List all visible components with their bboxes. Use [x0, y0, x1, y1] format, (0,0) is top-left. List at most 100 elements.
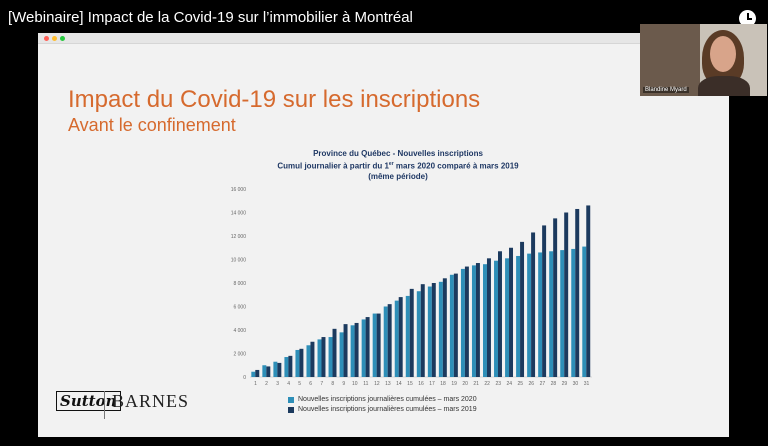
watch-later-icon[interactable] — [739, 10, 756, 27]
bar-2019-day-10 — [354, 322, 359, 377]
bar-2019-day-29 — [564, 212, 569, 377]
logo-divider — [104, 391, 105, 419]
x-tick-label: 17 — [429, 381, 435, 387]
bar-2019-day-23 — [498, 251, 502, 377]
x-tick-label: 7 — [320, 381, 323, 387]
x-tick-label: 23 — [495, 381, 501, 387]
y-tick-label: 12 000 — [231, 234, 247, 240]
bar-chart: 0 2 000 4 000 6 000 8 000 10 000 12 000 14 000 1… — [231, 187, 592, 387]
bar-2020-day-1 — [251, 371, 256, 377]
bar-2019-day-3 — [277, 362, 282, 377]
bar-2019-day-25 — [520, 241, 525, 377]
bar-2019-day-5 — [299, 348, 304, 377]
minimize-icon[interactable] — [52, 36, 57, 41]
x-tick-label: 10 — [352, 381, 358, 387]
bar-2020-day-7 — [317, 339, 322, 377]
bar-2019-day-16 — [420, 284, 425, 377]
bar-2019-day-21 — [475, 263, 480, 377]
x-tick-label: 1 — [254, 381, 257, 387]
slide-title: Impact du Covid-19 sur les inscriptions — [68, 86, 481, 113]
bar-2020-day-10 — [350, 325, 355, 377]
x-tick-label: 26 — [529, 381, 535, 387]
x-tick-label: 21 — [473, 381, 479, 387]
bar-2019-day-31 — [586, 205, 591, 377]
webcam-person-face — [710, 36, 736, 72]
bar-2020-day-31 — [582, 246, 587, 377]
bar-2019-day-11 — [365, 317, 370, 377]
bar-2020-day-29 — [560, 250, 565, 377]
legend-entry-2020: Nouvelles inscriptions journalières cumu… — [288, 396, 477, 403]
y-tick-label: 14 000 — [231, 211, 247, 217]
bar-2019-day-30 — [575, 208, 580, 377]
bar-2020-day-4 — [284, 357, 289, 377]
y-tick-label: 2 000 — [233, 352, 246, 358]
chart-title-line3: (même période) — [368, 171, 428, 181]
x-tick-label: 18 — [440, 381, 446, 387]
webcam-name-label: Blandine Myard — [643, 87, 689, 93]
chart-legend: Nouvelles inscriptions journalières cumu… — [288, 396, 477, 416]
bar-2020-day-28 — [549, 251, 554, 377]
bar-2019-day-14 — [398, 297, 403, 377]
bar-2020-day-14 — [394, 300, 399, 377]
bar-2020-day-12 — [372, 313, 377, 377]
bar-2019-day-26 — [531, 232, 536, 377]
bar-2019-day-6 — [310, 341, 315, 377]
chart-title: Province du Québec - Nouvelles inscripti… — [228, 149, 568, 182]
bar-2019-day-9 — [343, 324, 348, 377]
bar-2019-day-18 — [442, 278, 447, 377]
chart-title-line2: Cumul journalier à partir du 1er mars 20… — [277, 161, 519, 171]
bar-2019-day-1 — [255, 369, 260, 377]
x-tick-label: 31 — [584, 381, 590, 387]
bar-2020-day-16 — [416, 291, 421, 377]
x-tick-label: 14 — [396, 381, 402, 387]
bar-2019-day-8 — [332, 328, 337, 377]
bar-2019-day-7 — [321, 337, 326, 377]
x-tick-label: 3 — [276, 381, 279, 387]
x-tick-label: 28 — [551, 381, 557, 387]
window-titlebar — [38, 33, 729, 44]
slide-subtitle: Avant le confinement — [68, 115, 236, 135]
x-tick-label: 2 — [265, 381, 268, 387]
bar-2020-day-9 — [339, 332, 344, 377]
x-tick-label: 22 — [484, 381, 490, 387]
bar-2020-day-5 — [295, 349, 300, 377]
bar-2019-day-12 — [376, 313, 381, 377]
bar-2019-day-20 — [464, 266, 469, 377]
bar-2020-day-25 — [516, 255, 521, 377]
close-icon[interactable] — [44, 36, 49, 41]
y-tick-label: 10 000 — [231, 258, 247, 264]
x-tick-label: 5 — [298, 381, 301, 387]
x-tick-label: 12 — [374, 381, 380, 387]
y-tick-label: 8 000 — [233, 281, 246, 287]
legend-entry-2019: Nouvelles inscriptions journalières cumu… — [288, 406, 477, 413]
legend-swatch-2019 — [288, 406, 294, 413]
chart-title-line1: Province du Québec - Nouvelles inscripti… — [313, 149, 483, 158]
x-tick-label: 20 — [462, 381, 468, 387]
y-tick-label: 0 — [243, 375, 246, 381]
bar-2020-day-21 — [471, 265, 476, 377]
bar-2020-day-6 — [306, 345, 311, 377]
legend-swatch-2020 — [288, 396, 294, 403]
y-tick-label: 4 000 — [233, 328, 246, 334]
bar-2020-day-19 — [449, 274, 454, 377]
x-tick-label: 6 — [309, 381, 312, 387]
bar-2020-day-17 — [427, 286, 432, 377]
x-tick-label: 27 — [540, 381, 546, 387]
maximize-icon[interactable] — [60, 36, 65, 41]
x-tick-label: 24 — [506, 381, 512, 387]
bar-2020-day-22 — [483, 264, 487, 377]
webcam-person-body — [698, 76, 750, 96]
bar-2020-day-27 — [538, 252, 543, 377]
bar-2020-day-13 — [383, 306, 388, 377]
bar-2019-day-17 — [431, 283, 436, 377]
y-tick-label: 6 000 — [233, 305, 246, 311]
bar-2020-day-23 — [494, 260, 499, 377]
x-tick-label: 15 — [407, 381, 413, 387]
x-tick-label: 29 — [562, 381, 568, 387]
bar-2020-day-30 — [571, 248, 576, 377]
bar-2020-day-24 — [505, 258, 510, 377]
x-tick-label: 8 — [331, 381, 334, 387]
barnes-logo: BARNES — [112, 391, 190, 411]
sutton-logo: Sutton — [56, 391, 121, 411]
bar-2019-day-13 — [387, 304, 392, 377]
